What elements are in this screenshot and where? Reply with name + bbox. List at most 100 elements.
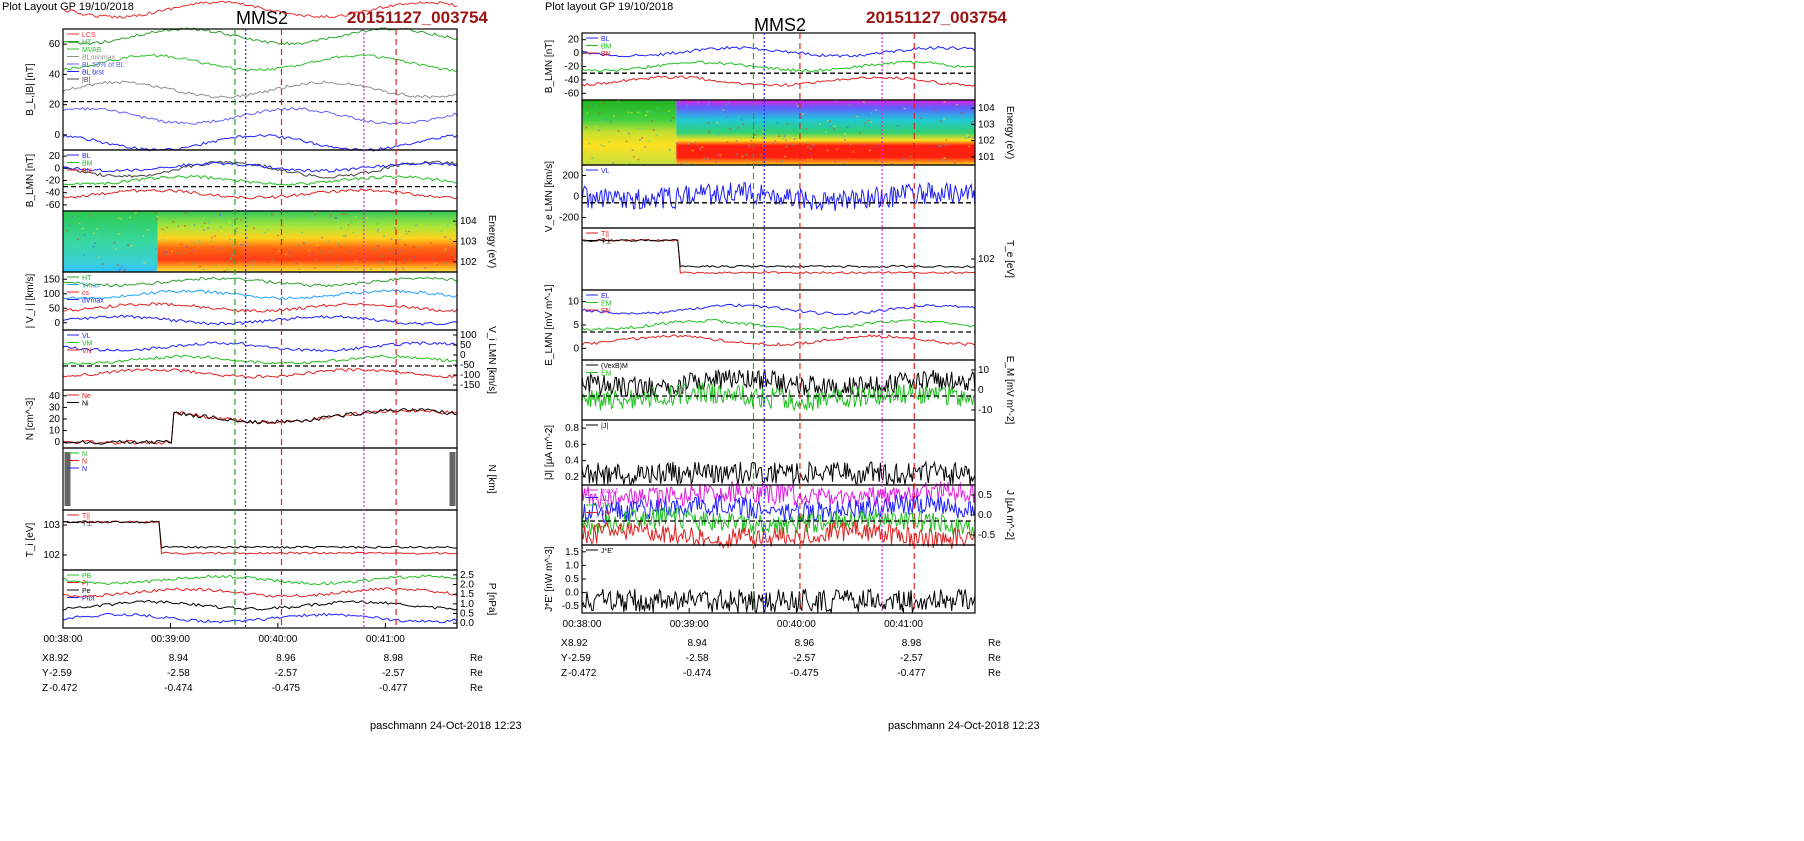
- right-spectrogram-pixel: [758, 160, 761, 163]
- left-ylabel: Energy (eV): [486, 215, 497, 268]
- right-spectrogram-pixel: [953, 161, 956, 164]
- left-coord-value: -2.57: [382, 668, 405, 679]
- left-series-line: [63, 574, 458, 586]
- left-spectrogram-pixel: [129, 216, 132, 219]
- left-ylabel: N [cm^-3]: [25, 398, 36, 441]
- right-legend-label: JL: [601, 496, 609, 503]
- left-spectrogram-pixel: [443, 250, 446, 252]
- left-panel-frame: [62, 447, 458, 511]
- left-spectrogram-pixel: [246, 236, 249, 239]
- right-tick-label: -200: [559, 213, 579, 224]
- right-spectrogram-pixel: [794, 132, 797, 134]
- left-spectrogram-pixel: [395, 267, 398, 270]
- left-spectrogram-pixel: [156, 215, 159, 218]
- right-series-line: [581, 60, 976, 73]
- right-spectrogram-pixel: [701, 146, 704, 148]
- right-tick-label: -0.5: [562, 601, 580, 612]
- right-spectrogram-pixel: [909, 155, 912, 158]
- right-legend-label: EN: [601, 308, 611, 315]
- left-legend-label: T||: [82, 513, 90, 520]
- left-legend-label: LCS: [82, 32, 96, 39]
- left-tick-label: -60: [46, 200, 61, 211]
- left-spectrogram-pixel: [81, 227, 84, 230]
- left-legend-label: Vmax: [82, 283, 100, 290]
- left-spectrogram-pixel: [289, 215, 292, 218]
- right-tick-label: 101: [978, 152, 995, 163]
- right-spectrogram-pixel: [748, 145, 751, 147]
- right-spectrogram-pixel: [691, 141, 694, 143]
- left-spectrogram-pixel: [241, 244, 244, 246]
- left-spectrogram-pixel: [336, 244, 339, 247]
- right-spectrogram-pixel: [735, 140, 738, 142]
- left-spectrogram-pixel: [200, 225, 203, 228]
- left-legend-label: Ne: [82, 393, 91, 400]
- left-spectrogram-pixel: [429, 213, 432, 215]
- right-tick-label: 0.5: [565, 574, 579, 585]
- right-spectrogram-pixel: [834, 100, 837, 103]
- right-tick-label: 104: [978, 103, 995, 114]
- right-spectrogram-pixel: [706, 157, 709, 160]
- right-spectrogram-pixel: [944, 157, 947, 159]
- left-spectrogram-pixel: [398, 238, 401, 241]
- left-spectrogram-pixel: [399, 234, 402, 236]
- left-spectrogram-pixel: [199, 265, 202, 268]
- right-spectrogram-pixel: [968, 145, 971, 148]
- left-spectrogram-pixel: [130, 245, 133, 247]
- right-spectrogram-pixel: [644, 114, 647, 117]
- right-ylabel: |J| [µA m^-2]: [544, 425, 555, 480]
- left-spectrogram-pixel: [342, 234, 345, 237]
- left-legend-label: BL 50% of BL: [82, 62, 125, 69]
- left-spectrogram-pixel: [161, 239, 164, 241]
- left-spectrogram-pixel: [101, 263, 104, 265]
- left-spectrogram-pixel: [352, 231, 355, 234]
- right-legend-label: JM: [601, 503, 611, 510]
- right-spectrogram-pixel: [955, 103, 958, 106]
- right-ylabel: V_e LMN [km/s]: [544, 161, 555, 232]
- right-spectrogram-pixel: [933, 163, 936, 165]
- left-tick-label: 50: [49, 303, 61, 314]
- left-series-line: [62, 161, 458, 173]
- right-spectrogram-pixel: [597, 116, 600, 119]
- right-spectrogram-pixel: [754, 134, 757, 136]
- right-spectrogram-pixel: [625, 140, 628, 143]
- left-legend-label: BLminmax: [82, 55, 116, 62]
- left-spectrogram-pixel: [154, 248, 157, 251]
- left-tick-label: 102: [460, 257, 477, 268]
- left-spectrogram-pixel: [382, 268, 385, 270]
- left-spectrogram-pixel: [350, 221, 353, 224]
- left-legend-label: VL: [82, 333, 91, 340]
- left-coord-value: -0.477: [379, 683, 408, 694]
- right-tick-label: 103: [978, 119, 995, 130]
- left-series-line: [62, 27, 458, 46]
- right-spectrogram-pixel: [747, 162, 750, 165]
- left-spectrogram-pixel: [350, 250, 353, 253]
- right-spectrogram-pixel: [644, 146, 647, 148]
- left-spectrogram-pixel: [181, 226, 184, 229]
- left-spectrogram-pixel: [244, 223, 247, 225]
- left-spectrogram-pixel: [183, 225, 186, 227]
- left-spectrogram-pixel: [432, 257, 435, 260]
- left-spectrogram-pixel: [223, 270, 226, 272]
- right-series-line: [581, 75, 976, 87]
- right-spectrogram-pixel: [594, 125, 597, 128]
- left-spectrogram-pixel: [203, 229, 206, 231]
- left-spectrogram-pixel: [344, 235, 347, 237]
- left-event-id: 20151127_003754: [347, 8, 488, 27]
- left-spectrogram-pixel: [363, 258, 366, 260]
- left-spectrogram-pixel: [210, 240, 213, 243]
- left-spectrogram-pixel: [146, 243, 149, 246]
- right-spectrogram-pixel: [638, 127, 641, 130]
- left-spectrogram-pixel: [288, 250, 291, 253]
- right-coord-axis: Z: [561, 668, 567, 679]
- left-spectrogram-pixel: [253, 227, 256, 230]
- right-coord-value: -0.477: [897, 668, 926, 679]
- left-coord-value: -2.59: [49, 668, 72, 679]
- right-spectrogram-pixel: [903, 157, 906, 159]
- left-tick-label: 20: [49, 100, 61, 111]
- left-spectrogram-pixel: [162, 228, 165, 231]
- left-spectrogram-pixel: [377, 268, 380, 271]
- left-spectrogram-pixel: [342, 266, 345, 269]
- right-spectrogram-pixel: [726, 141, 729, 143]
- right-legend-label: BN: [601, 51, 611, 58]
